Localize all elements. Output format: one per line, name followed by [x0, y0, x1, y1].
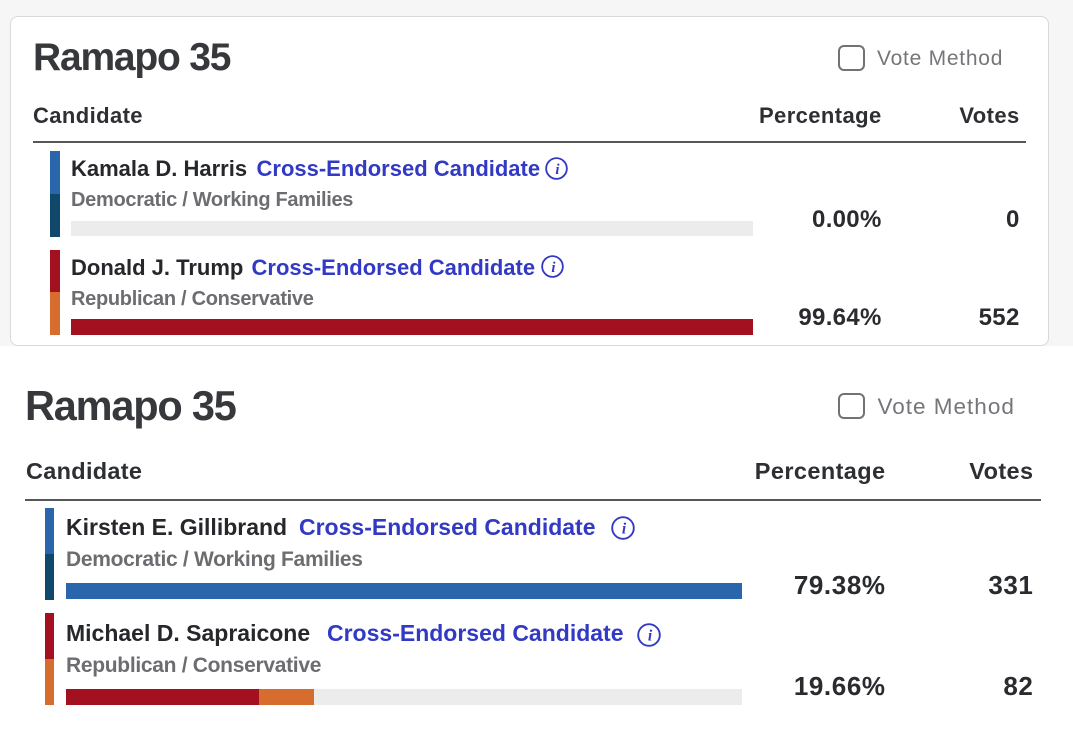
column-header-votes: Votes [969, 457, 1034, 484]
votes-value: 331 [988, 569, 1034, 600]
percentage-value: 99.64% [798, 303, 882, 331]
party-stripe [44, 507, 54, 600]
cross-endorsed-link[interactable]: Cross-Endorsed Candidate [256, 156, 541, 182]
vote-method-label[interactable]: Vote Method [877, 393, 1015, 419]
votes-value: 0 [1005, 205, 1020, 233]
svg-text:i: i [622, 520, 627, 537]
precinct-title: Ramapo 35 [25, 382, 237, 430]
party-stripe [50, 150, 60, 237]
column-header-candidate: Candidate [33, 103, 143, 129]
vote-method-checkbox[interactable] [838, 393, 865, 419]
column-header-percentage: Percentage [758, 103, 882, 129]
cross-endorsed-link[interactable]: Cross-Endorsed Candidate [327, 620, 624, 647]
party-stripe [50, 250, 60, 335]
panel2-background [0, 346, 1073, 730]
result-bar [66, 582, 742, 599]
svg-text:i: i [551, 260, 556, 276]
vote-method-label[interactable]: Vote Method [877, 46, 1004, 70]
vote-method-checkbox[interactable] [838, 45, 865, 71]
candidate-name: Michael D. Sapraicone [66, 620, 311, 647]
result-bar [71, 319, 753, 335]
cross-endorsed-link[interactable]: Cross-Endorsed Candidate [299, 514, 596, 541]
party-line: Republican / Conservative [71, 288, 314, 311]
column-header-votes: Votes [959, 103, 1020, 129]
result-bar [71, 220, 753, 236]
svg-text:i: i [648, 628, 653, 645]
column-header-percentage: Percentage [754, 457, 886, 484]
header-divider [25, 499, 1041, 501]
candidate-name: Kamala D. Harris [71, 156, 248, 182]
votes-value: 552 [978, 303, 1020, 331]
info-circle-icon[interactable]: i [637, 623, 661, 647]
header-divider [33, 140, 1026, 143]
votes-value: 82 [1003, 671, 1034, 702]
party-line: Democratic / Working Families [66, 548, 363, 571]
info-circle-icon[interactable]: i [611, 516, 635, 540]
percentage-value: 79.38% [793, 569, 886, 600]
cross-endorsed-link[interactable]: Cross-Endorsed Candidate [251, 254, 536, 280]
result-bar [66, 688, 742, 705]
party-line: Democratic / Working Families [71, 188, 354, 211]
info-circle-icon[interactable]: i [545, 157, 568, 180]
party-stripe [44, 613, 54, 705]
percentage-value: 19.66% [793, 671, 886, 702]
info-circle-icon[interactable]: i [541, 255, 564, 279]
precinct-title: Ramapo 35 [33, 36, 231, 80]
svg-text:i: i [555, 162, 560, 178]
party-line: Republican / Conservative [66, 653, 322, 677]
column-header-candidate: Candidate [26, 457, 143, 484]
candidate-name: Kirsten E. Gillibrand [66, 514, 288, 541]
percentage-value: 0.00% [812, 205, 882, 233]
results-card [10, 16, 1049, 346]
candidate-name: Donald J. Trump [71, 254, 244, 280]
